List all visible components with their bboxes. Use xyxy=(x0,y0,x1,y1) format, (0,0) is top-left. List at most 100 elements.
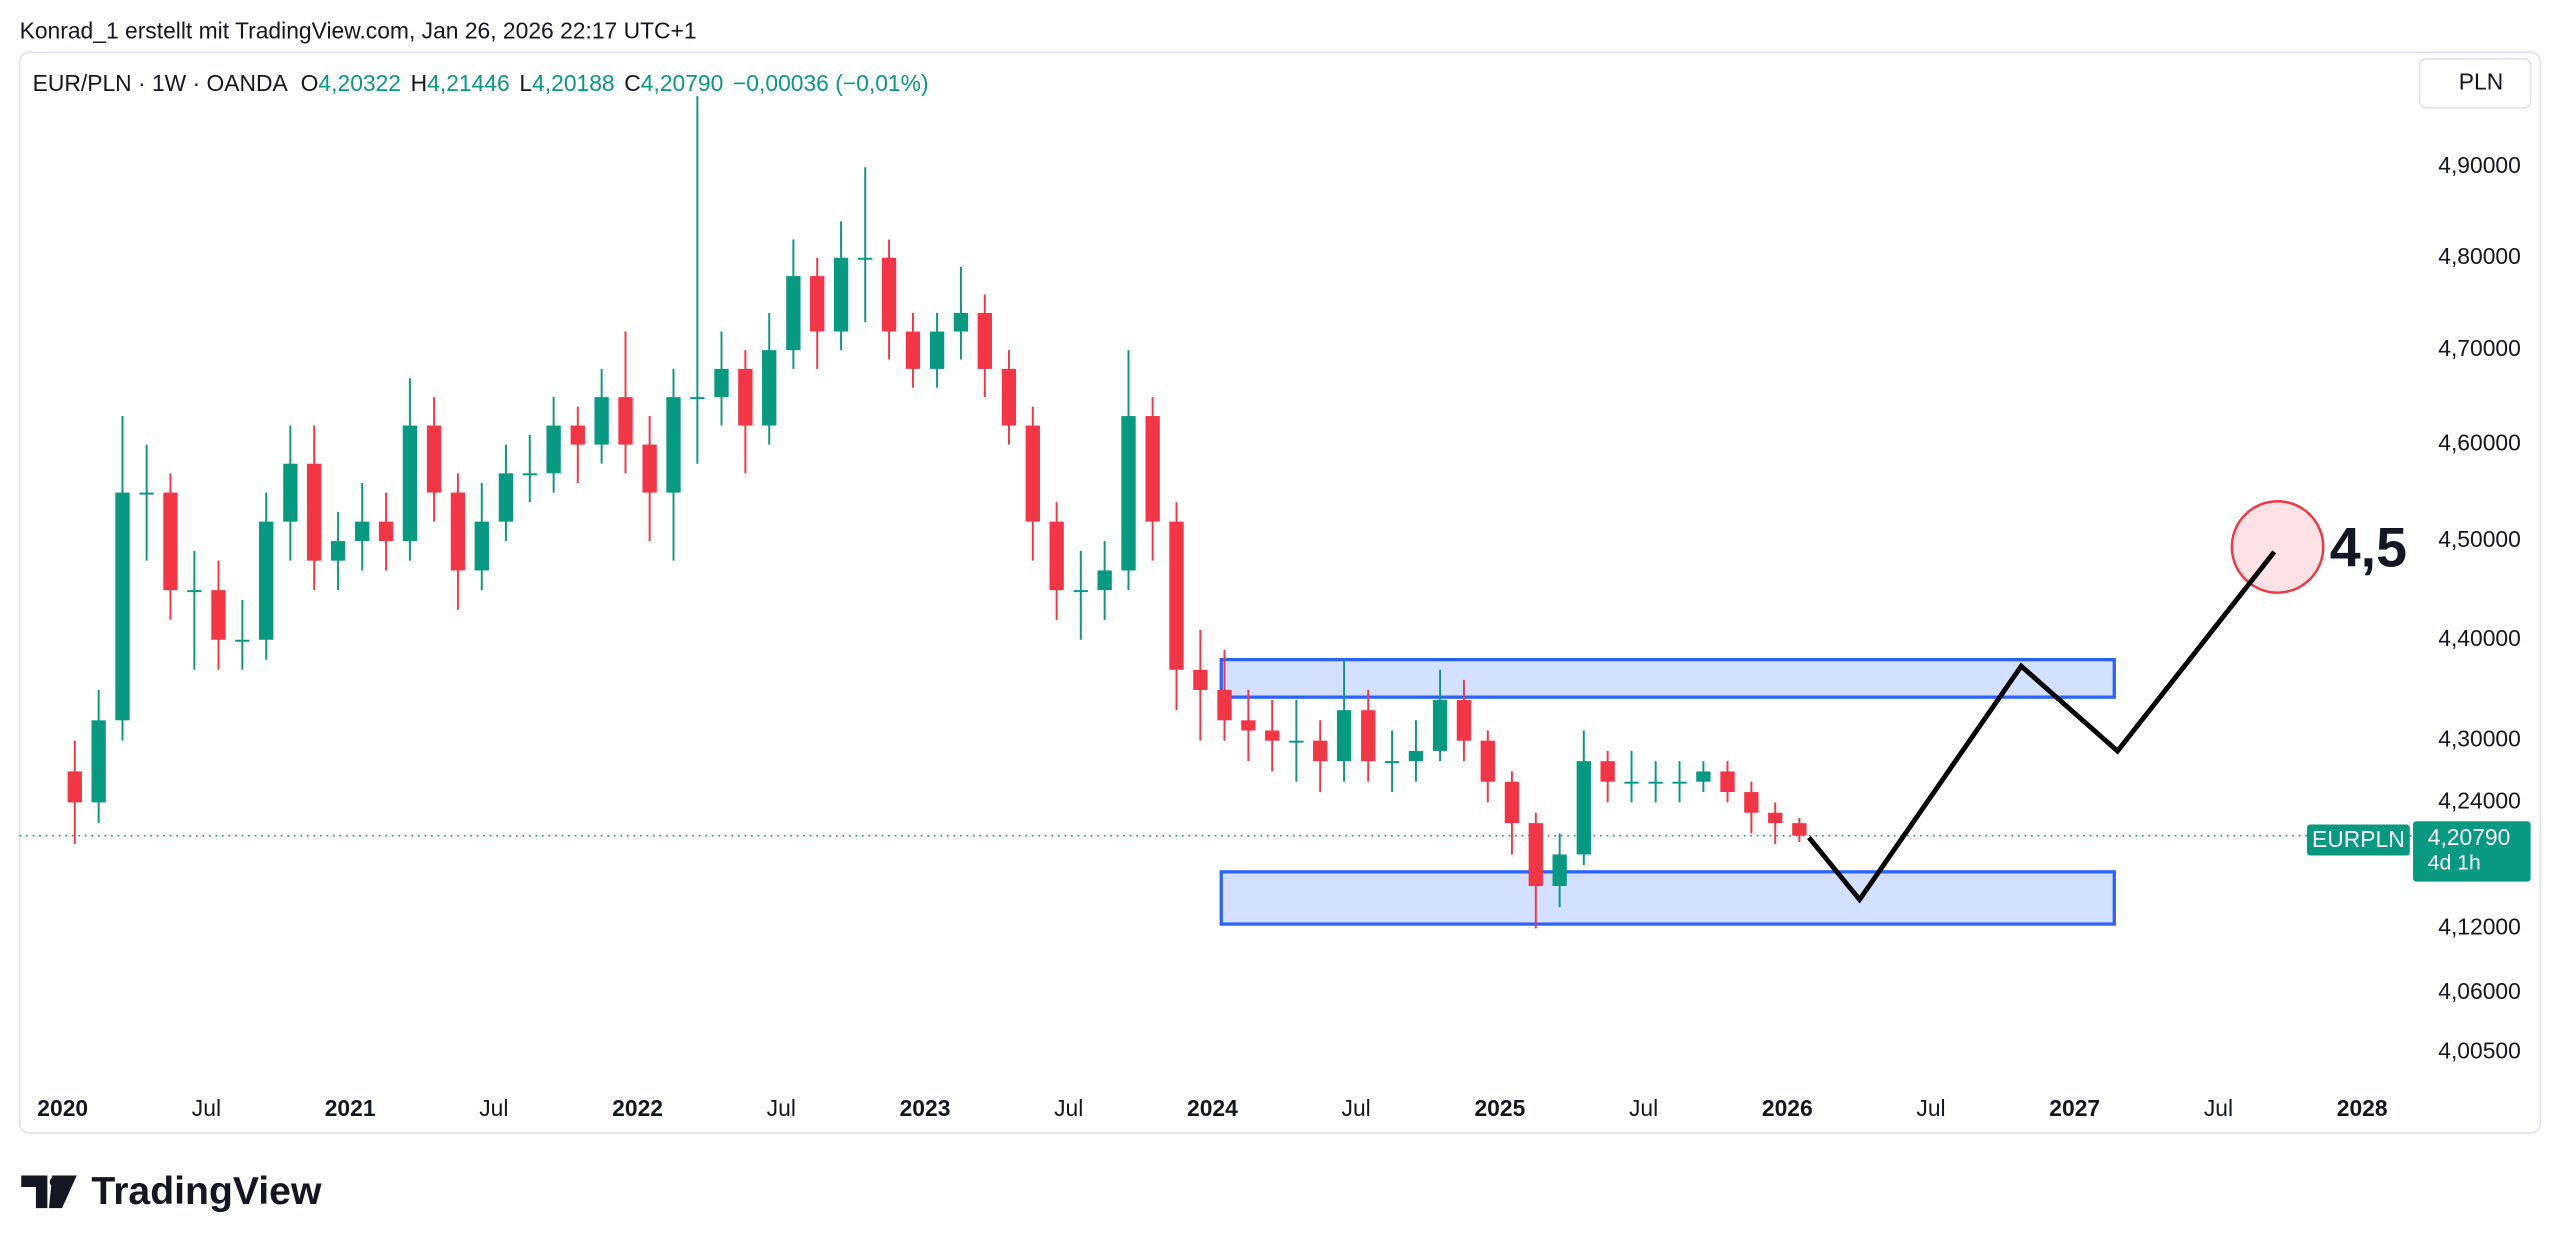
legend-high: 4,21446 xyxy=(427,70,510,96)
x-tick-label: Jul xyxy=(1342,1095,1371,1121)
drawings xyxy=(1219,657,2116,926)
y-tick-label: 4,00500 xyxy=(2438,1038,2521,1064)
x-tick-label: Jul xyxy=(2204,1095,2233,1121)
legend-low: 4,20188 xyxy=(532,70,615,96)
candle-body xyxy=(426,425,442,493)
x-tick-label: 2024 xyxy=(1187,1095,1238,1121)
x-tick-label: 2023 xyxy=(900,1095,951,1121)
candle-body xyxy=(1528,823,1543,887)
candle-body xyxy=(1480,740,1495,782)
candle-body xyxy=(1361,710,1376,762)
candle-body xyxy=(522,473,537,476)
y-tick-label: 4,12000 xyxy=(2438,913,2521,939)
candle-body xyxy=(450,492,466,571)
candle-body xyxy=(1672,781,1687,784)
legend-open: 4,20322 xyxy=(318,70,401,96)
candle-body xyxy=(1384,761,1400,764)
candle-body xyxy=(1073,590,1088,593)
candle-body xyxy=(402,425,418,542)
candle-body xyxy=(1720,771,1735,793)
legend-close: 4,20790 xyxy=(641,70,724,96)
legend-change: −0,00036 (−0,01%) xyxy=(733,70,929,96)
candle-body xyxy=(1193,669,1208,690)
candle-body xyxy=(163,492,178,591)
candle-body xyxy=(67,771,82,803)
target-label: 4,5 xyxy=(2330,517,2407,579)
x-tick-label: 2025 xyxy=(1474,1095,1525,1121)
y-tick-label: 4,24000 xyxy=(2438,787,2521,813)
candle-body xyxy=(307,463,322,561)
y-tick-label: 4,06000 xyxy=(2438,978,2521,1004)
candle-body xyxy=(881,257,897,332)
candle-body xyxy=(1456,700,1472,741)
candle-body xyxy=(1600,761,1615,782)
candle-body xyxy=(690,397,705,400)
x-tick-label: 2027 xyxy=(2049,1095,2100,1121)
candle-body xyxy=(498,473,514,522)
x-tick-label: 2022 xyxy=(612,1095,663,1121)
candle-body xyxy=(211,590,226,640)
candle-body xyxy=(1313,740,1328,762)
candle-body xyxy=(1648,781,1663,784)
candle-body xyxy=(929,331,945,369)
candle-body xyxy=(786,276,801,351)
legend-high-label: H xyxy=(411,70,428,96)
candle-body xyxy=(833,257,849,332)
symbol-tag xyxy=(2306,824,2410,856)
candle-body xyxy=(1504,781,1520,824)
candle-body xyxy=(546,425,561,474)
currency-button[interactable] xyxy=(2418,57,2532,109)
candle-body xyxy=(810,276,825,332)
support-zone[interactable] xyxy=(1219,870,2116,926)
projection-path[interactable] xyxy=(1807,550,2277,904)
candle-body xyxy=(1121,416,1136,571)
y-tick-label: 4,30000 xyxy=(2438,726,2521,752)
candle-body xyxy=(378,521,394,542)
candle-body xyxy=(1768,812,1783,824)
candle-body xyxy=(1217,689,1232,721)
candle-body xyxy=(953,312,969,332)
candle-body xyxy=(355,521,370,542)
legend-open-label: O xyxy=(301,70,319,96)
candle-body xyxy=(139,492,154,495)
candle-body xyxy=(1624,781,1639,784)
y-tick-label: 4,60000 xyxy=(2438,430,2521,456)
symbol-tag-label: EURPLN xyxy=(2312,826,2405,852)
resistance-zone[interactable] xyxy=(1219,657,2116,699)
candle-body xyxy=(474,521,489,571)
candle-body xyxy=(762,350,777,426)
candle-body xyxy=(1145,416,1160,522)
candle-body xyxy=(1432,700,1448,751)
candle-body xyxy=(1696,771,1711,782)
candle-body xyxy=(1792,823,1807,836)
candle-body xyxy=(594,397,609,445)
y-tick-label: 4,70000 xyxy=(2438,335,2521,361)
candle-body xyxy=(618,397,633,445)
candle-body xyxy=(1576,761,1591,855)
x-tick-label: 2020 xyxy=(37,1095,88,1121)
candle-body xyxy=(283,463,298,522)
candle-body xyxy=(1097,570,1112,591)
candle-body xyxy=(1049,521,1064,591)
brand: TradingView xyxy=(21,1170,322,1213)
legend: EUR/PLN · 1W · OANDA O4,20322 H4,21446 L… xyxy=(33,70,929,96)
candle-body xyxy=(905,331,921,369)
candles xyxy=(67,96,1807,929)
y-tick-label: 4,40000 xyxy=(2438,625,2521,651)
candle-body xyxy=(858,257,873,260)
x-tick-label: 2028 xyxy=(2337,1095,2388,1121)
y-tick-label: 4,50000 xyxy=(2438,526,2521,552)
candle-body xyxy=(235,639,250,642)
target-circle[interactable] xyxy=(2230,500,2325,594)
overlay: 4,5 xyxy=(1807,500,2407,904)
x-tick-label: 2026 xyxy=(1762,1095,1813,1121)
attribution: Konrad_1 erstellt mit TradingView.com, J… xyxy=(20,18,697,44)
candle-body xyxy=(1744,792,1759,813)
candle-body xyxy=(1265,730,1280,741)
brand-logo-dot xyxy=(49,1176,62,1188)
candle-body xyxy=(1241,720,1256,731)
candle-body xyxy=(977,312,992,369)
candle-body xyxy=(91,720,106,803)
